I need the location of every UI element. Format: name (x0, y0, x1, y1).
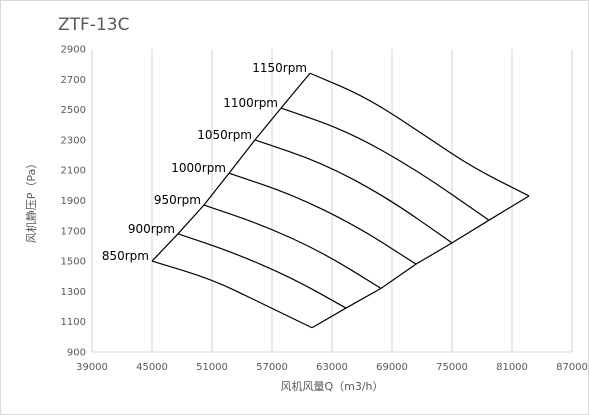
y-tick-label: 1900 (61, 196, 86, 207)
gridlines (91, 49, 573, 353)
x-tick-label: 63000 (316, 362, 348, 373)
x-tick-label: 75000 (436, 362, 468, 373)
y-tick-label: 1100 (61, 317, 86, 328)
curve-label-1000rpm: 1000rpm (171, 161, 226, 175)
y-tick-label: 2100 (61, 166, 86, 177)
x-tick-label: 57000 (256, 362, 288, 373)
curve-label-900rpm: 900rpm (128, 222, 175, 236)
curve-900rpm (177, 233, 347, 309)
envelope-left (151, 72, 311, 262)
x-tick-label: 69000 (376, 362, 408, 373)
curve-label-1050rpm: 1050rpm (197, 128, 252, 142)
y-tick-label: 1700 (61, 226, 86, 237)
curve-1150rpm (309, 72, 530, 197)
x-tick-label: 87000 (556, 362, 588, 373)
y-tick-label: 1300 (61, 287, 86, 298)
fan-curves (151, 72, 530, 329)
curve-850rpm (151, 260, 313, 329)
x-axis-title: 风机风量Q（m3/h） (280, 379, 383, 393)
y-tick-labels: 900 1100 1300 1500 1700 1900 2100 2300 2500 2700 2… (61, 45, 86, 359)
x-tick-labels: 39000 45000 51000 57000 63000 69000 75000 81000… (76, 362, 588, 373)
curve-label-1100rpm: 1100rpm (223, 96, 278, 110)
y-tick-label: 2500 (61, 105, 86, 116)
curve-labels: 850rpm 900rpm 950rpm 1000rpm 1050rpm 1100rpm 1… (102, 61, 307, 263)
curve-label-850rpm: 850rpm (102, 249, 149, 263)
chart-title: ZTF-13C (58, 15, 130, 35)
curve-1100rpm (280, 107, 490, 221)
y-tick-label: 2900 (61, 45, 86, 56)
y-tick-label: 900 (67, 348, 86, 359)
x-tick-label: 51000 (196, 362, 228, 373)
y-tick-label: 2300 (61, 135, 86, 146)
y-axis-title: 风机静压P（Pa） (24, 158, 38, 244)
y-tick-label: 1500 (61, 257, 86, 268)
envelope-right (311, 195, 530, 329)
curve-1000rpm (228, 172, 417, 265)
curve-label-950rpm: 950rpm (154, 193, 201, 207)
curve-1050rpm (254, 139, 453, 244)
x-tick-label: 81000 (496, 362, 528, 373)
curve-label-1150rpm: 1150rpm (252, 61, 307, 75)
x-tick-label: 45000 (136, 362, 168, 373)
y-tick-label: 2700 (61, 75, 86, 86)
curve-950rpm (203, 204, 382, 289)
x-tick-label: 39000 (76, 362, 108, 373)
